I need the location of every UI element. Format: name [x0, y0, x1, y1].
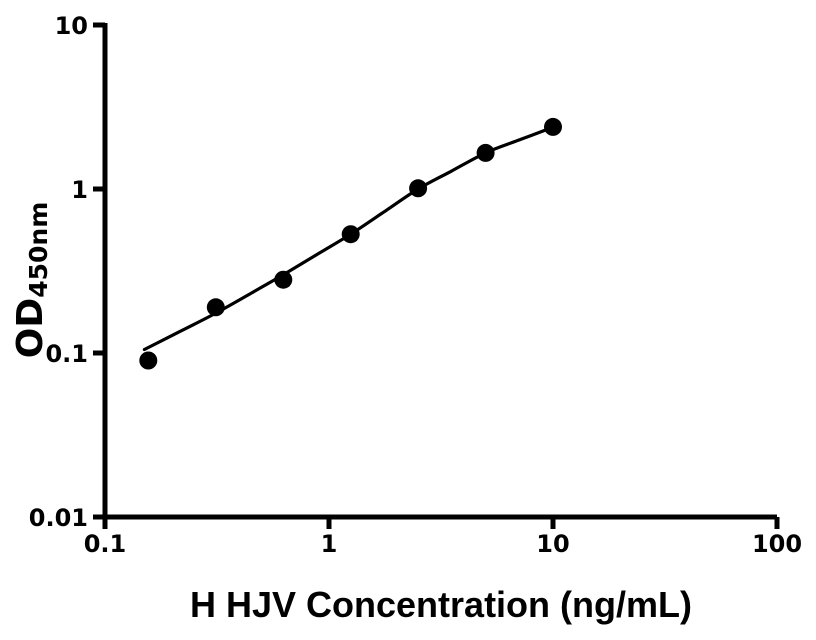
- data-point: [409, 179, 428, 198]
- data-point: [274, 270, 293, 289]
- y-axis-label-subscript: 450nm: [24, 201, 53, 298]
- data-point: [206, 298, 225, 317]
- y-axis-label-main: OD: [10, 297, 51, 359]
- data-point: [139, 351, 158, 370]
- y-axis-label: OD450nm: [6, 130, 56, 430]
- data-point: [341, 225, 360, 244]
- x-tick-label: 100: [752, 530, 802, 558]
- x-axis-title: H HJV Concentration (ng/mL): [190, 584, 692, 625]
- data-point: [476, 143, 495, 162]
- y-tick-label: 0.01: [29, 504, 88, 532]
- x-tick-label: 10: [536, 530, 569, 558]
- y-tick-label: 1: [71, 176, 88, 204]
- x-tick-label: 0.1: [84, 530, 127, 558]
- x-tick-label: 1: [321, 530, 338, 558]
- y-tick-label: 10: [55, 12, 88, 40]
- data-point: [544, 117, 562, 136]
- y-tick-label: 0.1: [45, 340, 88, 368]
